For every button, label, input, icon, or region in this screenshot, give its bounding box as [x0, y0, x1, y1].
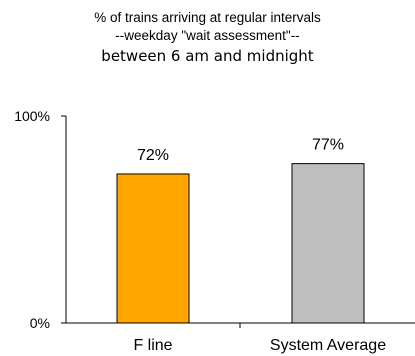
chart-title-line-2: --weekday "wait assessment"--: [115, 28, 300, 43]
y-tick-label-min: 0%: [30, 315, 50, 331]
bar-1: [291, 163, 365, 324]
category-label-0: F line: [133, 337, 172, 354]
chart-title-line-3: between 6 am and midnight: [101, 47, 314, 65]
bar-group: 72% F line 77% System Average: [116, 137, 386, 354]
chart-title-line-1: % of trains arriving at regular interval…: [94, 10, 321, 25]
bar-0: [116, 173, 190, 324]
y-tick-label-max: 100%: [14, 108, 50, 124]
data-label-0: 72%: [137, 147, 169, 164]
category-label-1: System Average: [270, 337, 386, 354]
data-label-1: 77%: [312, 137, 344, 154]
